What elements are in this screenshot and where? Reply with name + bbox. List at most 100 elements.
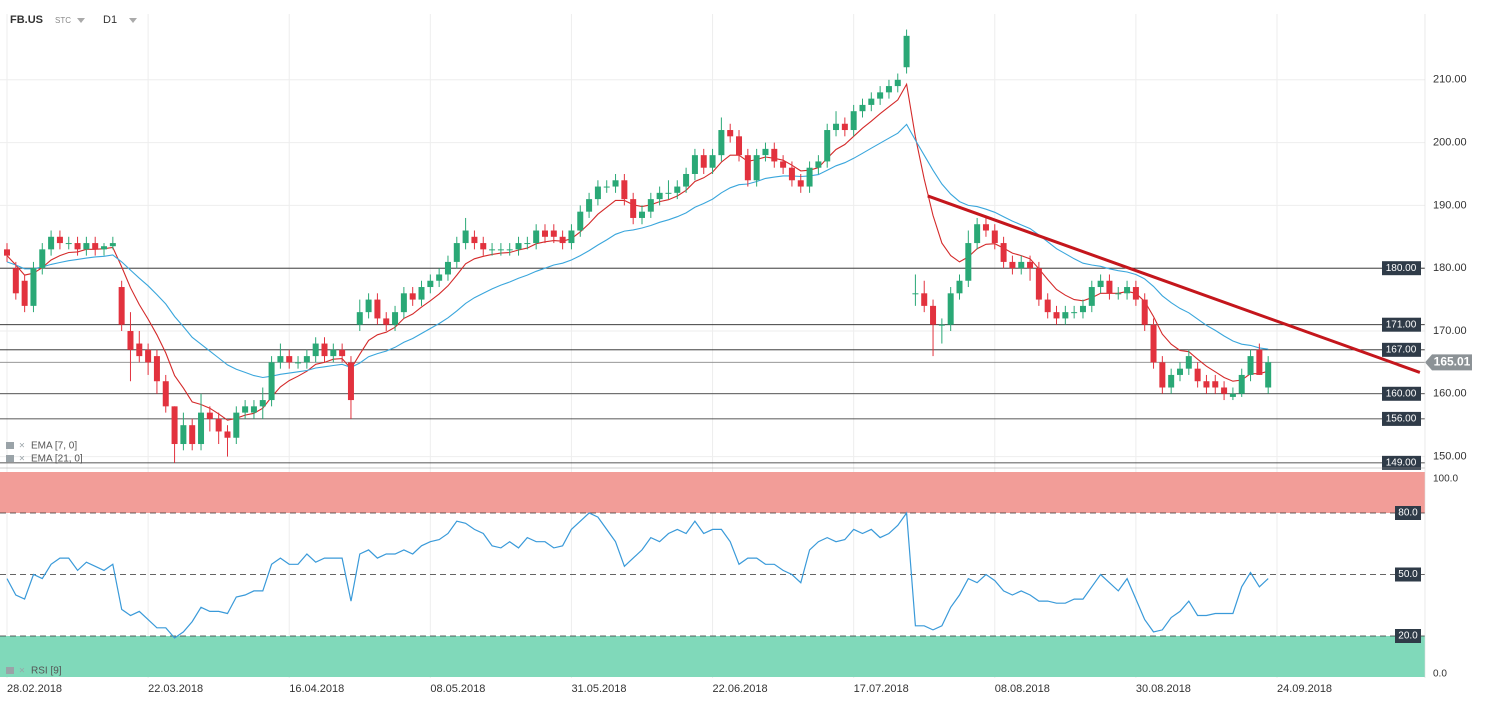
candle-body (1000, 243, 1007, 262)
candle-body (1018, 261, 1025, 269)
candle-body (1124, 287, 1131, 294)
candle-body (833, 123, 840, 131)
candle-body (736, 136, 743, 156)
candle-body (1027, 261, 1034, 269)
x-tick-label: 22.03.2018 (148, 683, 203, 695)
candle-body (48, 236, 55, 250)
candle-body (550, 230, 557, 237)
candle-body (718, 130, 725, 156)
rsi-level-label: 20.0 (1398, 631, 1418, 642)
candle-body (427, 280, 434, 288)
legend-icon[interactable] (6, 455, 14, 462)
ema-line (6, 123, 1269, 379)
level-label-box (1382, 317, 1421, 332)
x-tick-label: 17.07.2018 (854, 683, 909, 695)
candle-body (92, 243, 99, 250)
candle-body (497, 249, 504, 251)
candle-body (356, 312, 363, 325)
candle-body (4, 249, 10, 256)
legend-icon[interactable] (6, 667, 14, 674)
level-label-box (1382, 386, 1421, 401)
dropdown-arrow[interactable] (129, 18, 137, 23)
x-tick-label: 08.05.2018 (430, 683, 485, 695)
candle-body (74, 243, 81, 250)
candle-body (145, 349, 152, 363)
axes: 150.00 160.00 170.00 180.00 190.00 200.00 210.… (0, 14, 1472, 695)
candle-body (850, 111, 857, 131)
oversold-zone (0, 636, 1425, 677)
x-tick-label: 16.04.2018 (289, 683, 344, 695)
candle-body (1194, 368, 1201, 382)
rsi-level-label: 50.0 (1398, 569, 1418, 580)
candle-body (118, 287, 125, 325)
rsi-line (6, 511, 1269, 639)
candle-body (1238, 374, 1245, 394)
level-label: 160.00 (1386, 388, 1417, 399)
candle-body (1159, 362, 1166, 388)
candle-body (171, 406, 178, 445)
candle-body (21, 280, 28, 306)
candle-body (250, 406, 257, 413)
candle-body (127, 330, 134, 350)
rsi-tick-label: 100.0 (1433, 474, 1458, 485)
candle-body (365, 299, 372, 313)
candle-body (974, 224, 981, 244)
candle-body (321, 343, 328, 357)
candle-body (56, 236, 63, 244)
candle-body (471, 236, 478, 244)
candle-body (1035, 268, 1042, 300)
candle-body (1062, 312, 1069, 319)
level-label-box (1382, 261, 1421, 276)
legend-icon[interactable] (6, 442, 14, 449)
candle-body (691, 155, 698, 174)
candle-body (101, 246, 108, 250)
candle-body (1044, 299, 1051, 313)
candle-body (136, 343, 143, 357)
candle-body (436, 274, 443, 281)
x-tick-label: 22.06.2018 (713, 683, 768, 695)
candle-body (594, 186, 601, 200)
candle-body (233, 412, 240, 438)
candle-body (339, 349, 346, 357)
legend-label: EMA [21, 0] (31, 454, 83, 465)
grid (0, 14, 1425, 678)
legend-remove[interactable]: × (19, 666, 25, 677)
candle-body (162, 381, 169, 407)
candle-body (1203, 381, 1210, 388)
candle-body (683, 173, 690, 187)
candle-body (259, 400, 266, 407)
candle-body (268, 362, 275, 401)
candle-body (541, 230, 548, 237)
candle-body (727, 130, 734, 137)
candle-body (885, 86, 892, 93)
candle-body (938, 324, 945, 326)
y-tick-label: 150.00 (1433, 450, 1467, 462)
legend: × EMA [7, 0] × EMA [21, 0] × RSI [9] (6, 441, 83, 677)
candle-body (612, 180, 619, 187)
dropdown-arrow[interactable] (77, 18, 85, 23)
y-tick-label: 160.00 (1433, 388, 1467, 400)
level-label-box (1382, 411, 1421, 426)
candle-body (982, 224, 989, 231)
rsi-tick-label: 0.0 (1433, 669, 1447, 680)
candle-body (224, 431, 231, 438)
candle-body (912, 293, 919, 295)
candle-body (39, 249, 46, 269)
candle-body (506, 249, 513, 251)
overbought-zone (0, 472, 1425, 513)
timeframe[interactable]: D1 (103, 14, 117, 26)
candle-body (991, 230, 998, 244)
candle-body (1265, 362, 1272, 388)
legend-remove[interactable]: × (19, 454, 25, 465)
candle-body (1212, 381, 1219, 388)
candle-body (198, 412, 205, 445)
x-tick-label: 24.09.2018 (1277, 683, 1332, 695)
candle-body (1097, 280, 1104, 288)
candle-body (153, 356, 160, 382)
candle-body (647, 199, 654, 212)
symbol[interactable]: FB.US (10, 14, 43, 26)
candle-body (921, 293, 928, 306)
candle-body (462, 230, 469, 244)
candle-body (1009, 261, 1016, 269)
legend-remove[interactable]: × (19, 441, 25, 452)
